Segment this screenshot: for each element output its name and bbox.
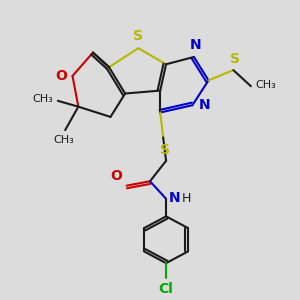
Text: O: O bbox=[110, 169, 122, 183]
Text: N: N bbox=[190, 38, 201, 52]
Text: S: S bbox=[160, 143, 170, 157]
Text: H: H bbox=[182, 192, 191, 205]
Text: Cl: Cl bbox=[159, 282, 173, 296]
Text: S: S bbox=[133, 29, 143, 43]
Text: S: S bbox=[230, 52, 240, 66]
Text: CH₃: CH₃ bbox=[255, 80, 276, 90]
Text: N: N bbox=[169, 191, 181, 205]
Text: O: O bbox=[56, 69, 67, 83]
Text: CH₃: CH₃ bbox=[33, 94, 53, 104]
Text: CH₃: CH₃ bbox=[53, 135, 74, 145]
Text: N: N bbox=[199, 98, 211, 112]
